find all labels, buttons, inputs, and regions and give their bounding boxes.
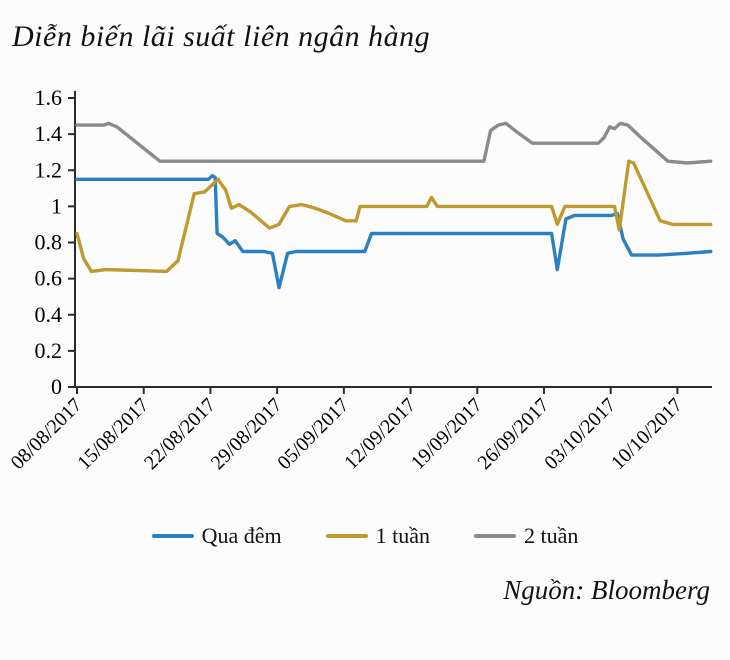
x-tick-label: 10/10/2017: [607, 394, 687, 474]
legend-label: 1 tuần: [375, 523, 431, 548]
x-tick-label: 22/08/2017: [140, 394, 220, 474]
x-tick-label: 29/08/2017: [207, 394, 287, 474]
legend-item-qua-dem: Qua đêm: [151, 523, 282, 548]
x-tick-label: 03/10/2017: [540, 394, 620, 474]
chart-canvas: 0 0.2 0.4 0.6 0.8 1 1.2 1.4 1.6 08/08/201715/08/2…: [7, 85, 713, 474]
legend-item-2-tuan: 2 tuần: [474, 525, 578, 547]
chart-title: Diễn biến lãi suất liên ngân hàng: [12, 20, 431, 53]
x-tick-label: 05/09/2017: [273, 394, 353, 474]
legend-item-1-tuan: 1 tuần: [325, 523, 431, 548]
x-tick-label: 19/09/2017: [407, 394, 487, 474]
legend-label: Qua đêm: [201, 523, 282, 548]
y-tick-label: 0.8: [35, 230, 63, 255]
line-swatch-qua-dem: [151, 534, 194, 538]
y-tick-label: 0.6: [35, 266, 63, 291]
series-line-1-tuan: [75, 159, 713, 274]
y-tick-label: 0.2: [35, 338, 63, 363]
line-chart: 0 0.2 0.4 0.6 0.8 1 1.2 1.4 1.6 08/08/2017 15/08/2…: [0, 62, 730, 507]
x-tick-label: 15/08/2017: [73, 394, 153, 474]
x-tick-label: 08/08/2017: [7, 394, 87, 474]
y-tick-label: 1.6: [35, 85, 63, 110]
series-line-2-tuan: [75, 121, 713, 165]
legend: Qua đêm 1 tuần 2 tuần: [0, 525, 730, 547]
x-tick-label: 26/09/2017: [474, 394, 554, 474]
legend-label: 2 tuần: [524, 523, 579, 548]
series-line-qua-dem: [75, 173, 713, 290]
y-tick-label: 0.4: [35, 302, 63, 327]
y-tick-label: 1.2: [35, 157, 63, 182]
y-tick-label: 0: [51, 374, 62, 399]
y-tick-label: 1.4: [35, 121, 63, 146]
y-tick-label: 1: [51, 193, 62, 218]
line-swatch-2-tuan: [474, 534, 517, 538]
line-swatch-1-tuan: [325, 534, 368, 538]
x-tick-label: 12/09/2017: [340, 394, 420, 474]
source-credit: Nguồn: Bloomberg: [503, 575, 710, 605]
